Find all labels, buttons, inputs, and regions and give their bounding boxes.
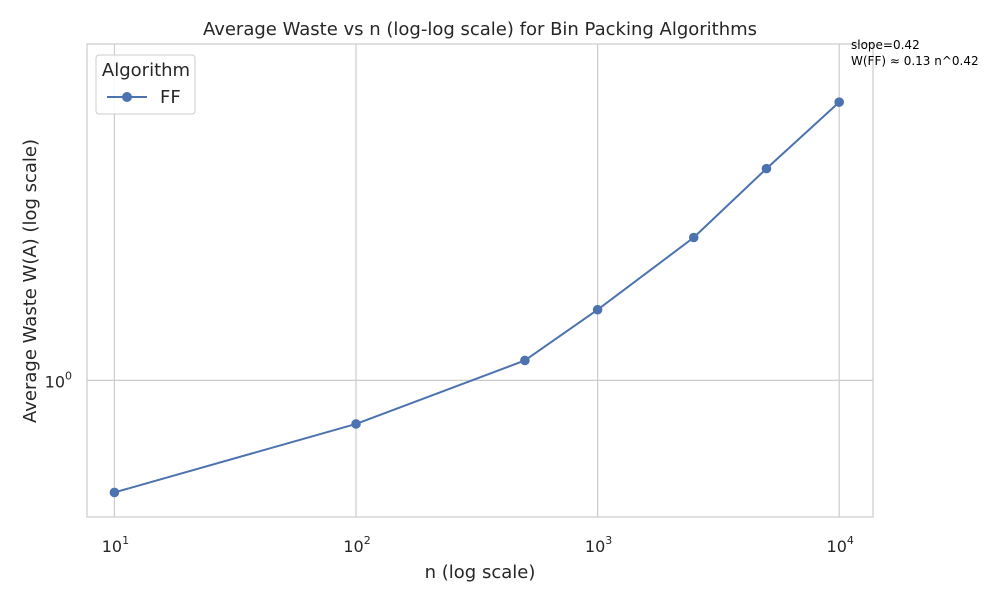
data-point-FF-5: [761, 163, 772, 174]
annotation-slope-text: slope=0.42: [851, 38, 920, 52]
slope-annotation: slope=0.42 W(FF) ≈ 0.13 n^0.42: [851, 38, 979, 68]
legend-title: Algorithm: [102, 60, 190, 81]
data-point-FF-6: [834, 97, 845, 107]
x-tick-label-2: 103: [585, 534, 612, 556]
y-tick-labels: 100: [45, 369, 72, 391]
data-point-FF-1: [351, 419, 361, 429]
data-point-FF-4: [688, 232, 699, 243]
x-axis-label: n (log scale): [425, 562, 536, 583]
data-point-FF-0: [109, 487, 120, 498]
x-tick-labels: 101 102 103 104: [102, 534, 854, 556]
data-point-FF-3: [592, 304, 603, 315]
x-tick-label-0: 101: [102, 534, 129, 556]
y-axis-label: Average Waste W(A) (log scale): [20, 139, 41, 423]
legend-swatch-marker: [122, 92, 132, 102]
data-point-FF-2: [520, 355, 530, 366]
legend-frame: [95, 54, 196, 115]
chart-title: Average Waste vs n (log-log scale) for B…: [203, 19, 757, 40]
plot-frame: [86, 43, 874, 518]
series-line-FF: [114, 101, 840, 494]
annotation-formula-text: W(FF) ≈ 0.13 n^0.42: [851, 54, 979, 68]
y-tick-label-0: 100: [45, 369, 72, 391]
legend-entry-label: FF: [160, 87, 181, 108]
legend: Algorithm FF: [95, 54, 196, 115]
x-tick-label-1: 102: [343, 534, 370, 556]
x-tick-label-3: 104: [827, 534, 854, 556]
series-layer: [109, 97, 845, 498]
grid: [87, 44, 873, 517]
